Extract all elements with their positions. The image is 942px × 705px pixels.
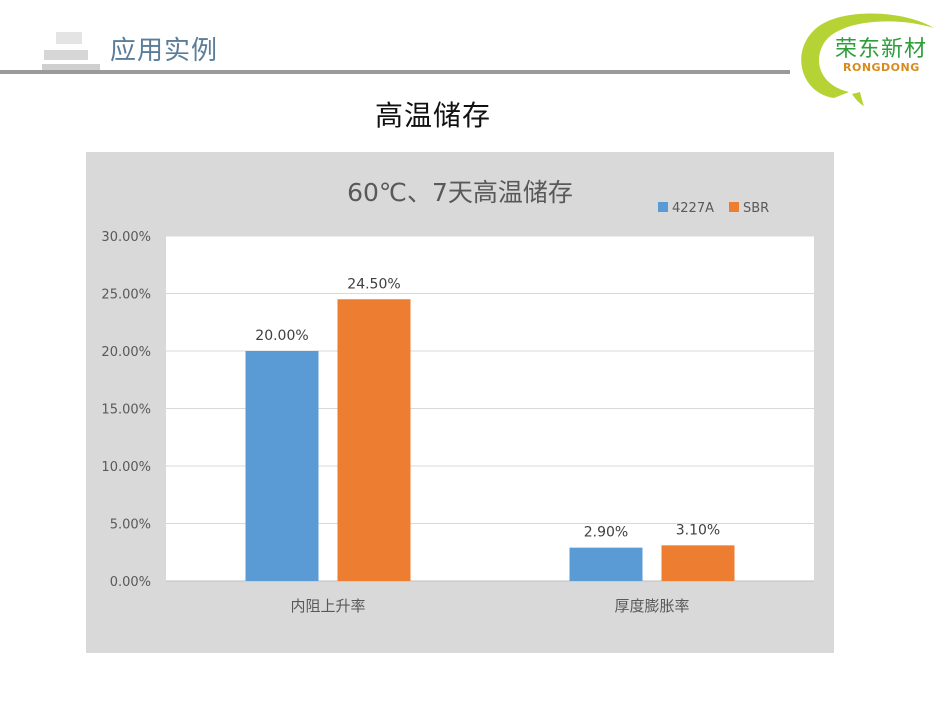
legend-label-sbr: SBR: [743, 201, 769, 216]
y-axis-ticks: 0.00% 5.00% 10.00% 15.00% 20.00% 25.00% 30.00%: [101, 230, 151, 590]
slide-title: 高温储存: [374, 99, 491, 132]
x-axis-categories: 内阻上升率 厚度膨胀率: [290, 597, 689, 615]
section-title: 应用实例: [110, 36, 219, 66]
bar-4227a-0: [245, 351, 319, 581]
y-tick-label: 10.00%: [101, 460, 151, 475]
bar-4227a-1: [569, 547, 643, 581]
data-labels: 20.00% 24.50% 2.90% 3.10%: [255, 276, 720, 540]
data-label: 20.00%: [255, 328, 308, 344]
y-tick-label: 15.00%: [101, 403, 151, 418]
bar-sbr-0: [337, 299, 411, 581]
category-label: 内阻上升率: [290, 597, 365, 615]
bars: [245, 299, 735, 581]
category-label: 厚度膨胀率: [614, 597, 689, 615]
logo-name-en: RONGDONG: [843, 61, 920, 74]
y-tick-label: 5.00%: [110, 518, 151, 533]
bar-sbr-1: [661, 545, 735, 581]
header-decoration: [40, 30, 102, 75]
y-tick-label: 25.00%: [101, 288, 151, 303]
data-label: 2.90%: [584, 525, 628, 541]
rongdong-logo: [801, 13, 934, 106]
y-tick-label: 30.00%: [101, 230, 151, 245]
data-label: 3.10%: [676, 522, 720, 538]
data-label: 24.50%: [347, 276, 400, 292]
y-tick-label: 20.00%: [101, 345, 151, 360]
legend-swatch-4227a: [658, 202, 668, 212]
y-tick-label: 0.00%: [110, 575, 151, 590]
legend: 4227A SBR: [658, 201, 769, 216]
header-divider: [0, 70, 790, 74]
chart-title: 60℃、7天高温储存: [347, 178, 573, 207]
legend-label-4227a: 4227A: [672, 201, 714, 216]
legend-swatch-sbr: [729, 202, 739, 212]
logo-name-cn: 荣东新材: [835, 37, 928, 62]
